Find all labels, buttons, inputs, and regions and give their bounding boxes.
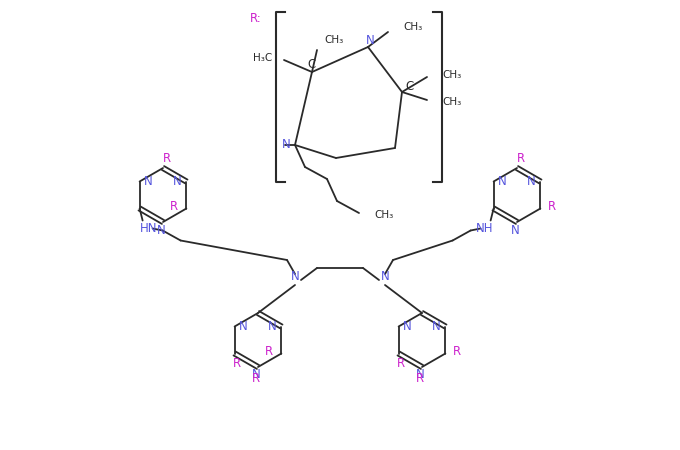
Text: R: R <box>416 373 424 386</box>
Text: N: N <box>290 270 299 284</box>
Text: NH: NH <box>476 222 494 235</box>
Text: N: N <box>239 320 248 333</box>
Text: N: N <box>282 139 290 152</box>
Text: N: N <box>527 175 536 188</box>
Text: HN: HN <box>140 222 157 235</box>
Text: N: N <box>366 33 375 46</box>
Text: N: N <box>156 224 165 237</box>
Text: R: R <box>548 200 556 213</box>
Text: C: C <box>308 58 316 72</box>
Text: N: N <box>415 369 424 382</box>
Text: N: N <box>403 320 412 333</box>
Text: R:: R: <box>250 12 262 24</box>
Text: CH₃: CH₃ <box>442 70 461 80</box>
Text: N: N <box>498 175 507 188</box>
Text: R: R <box>252 373 260 386</box>
Text: N: N <box>144 175 153 188</box>
Text: N: N <box>173 175 182 188</box>
Text: CH₃: CH₃ <box>374 210 393 220</box>
Text: C: C <box>406 81 414 94</box>
Text: CH₃: CH₃ <box>442 97 461 107</box>
Text: N: N <box>511 224 520 237</box>
Text: R: R <box>233 357 241 370</box>
Text: CH₃: CH₃ <box>403 22 422 32</box>
Text: R: R <box>163 152 171 165</box>
Text: N: N <box>381 270 390 284</box>
Text: R: R <box>396 357 405 370</box>
Text: H₃C: H₃C <box>253 53 272 63</box>
Text: CH₃: CH₃ <box>324 35 343 45</box>
Text: R: R <box>517 152 525 165</box>
Text: N: N <box>268 320 277 333</box>
Text: R: R <box>265 345 273 358</box>
Text: R: R <box>170 200 178 213</box>
Text: N: N <box>252 369 260 382</box>
Text: R: R <box>454 345 462 358</box>
Text: N: N <box>432 320 441 333</box>
